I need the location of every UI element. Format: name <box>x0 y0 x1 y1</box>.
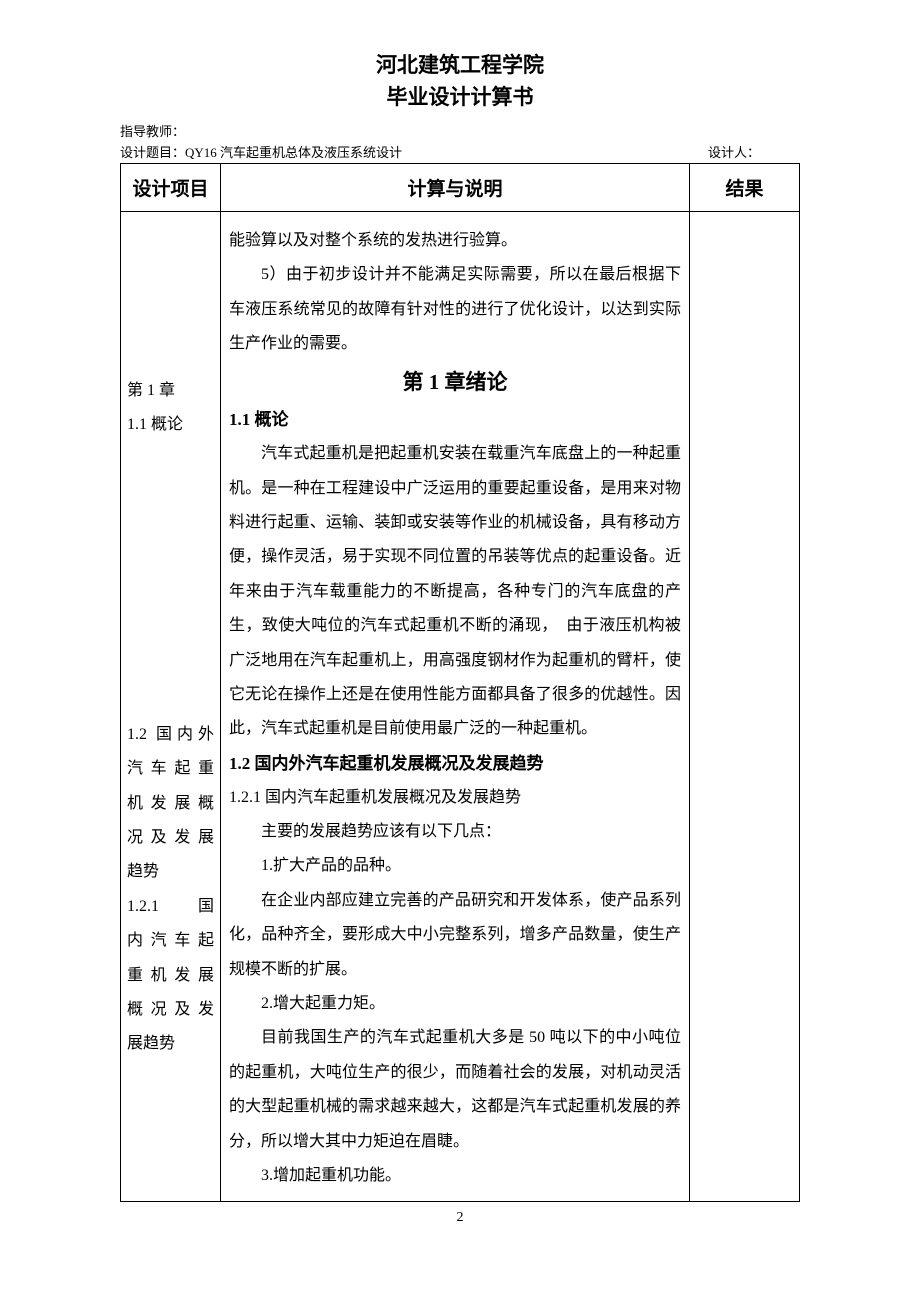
prev-para-2: 5）由于初步设计并不能满足实际需要，所以在最后根据下车液压系统常见的故障有针对性… <box>229 258 681 361</box>
designer-label: 设计人： <box>708 142 800 161</box>
calculation-cell: 能验算以及对整个系统的发热进行验算。 5）由于初步设计并不能满足实际需要，所以在… <box>221 212 690 1202</box>
left-sec121-d: 概况及发 <box>127 993 214 1027</box>
document-type: 毕业设计计算书 <box>120 82 800 114</box>
page-number: 2 <box>120 1210 800 1226</box>
design-items-cell: 第 1 章 1.1 概论 1.2 国内外 汽车起重 机发展概 况及发展 趋势 1… <box>121 212 221 1202</box>
col1-header: 设计项目 <box>121 164 221 212</box>
left-sec12-c: 机发展概 <box>127 787 214 821</box>
prev-para-1: 能验算以及对整个系统的发热进行验算。 <box>229 224 681 258</box>
advisor-label: 指导教师： <box>120 124 185 139</box>
left-sec12-e: 趋势 <box>127 855 214 889</box>
table-header-row: 设计项目 计算与说明 结果 <box>121 164 800 212</box>
left-sec12-d: 况及发展 <box>127 821 214 855</box>
topic-row: 设计题目：QY16 汽车起重机总体及液压系统设计 设计人： <box>120 142 800 161</box>
col2-header: 计算与说明 <box>221 164 690 212</box>
point-1-body: 在企业内部应建立完善的产品研究和开发体系，使产品系列化，品种齐全，要形成大中小完… <box>229 884 681 987</box>
left-sec121-e: 展趋势 <box>127 1027 214 1061</box>
left-sec12-b: 汽车起重 <box>127 752 214 786</box>
section-121-title: 1.2.1 国内汽车起重机发展概况及发展趋势 <box>229 781 681 815</box>
section-11-title: 1.1 概论 <box>229 403 681 437</box>
section-12-title: 1.2 国内外汽车起重机发展概况及发展趋势 <box>229 747 681 781</box>
point-1-title: 1.扩大产品的品种。 <box>229 849 681 883</box>
main-table: 设计项目 计算与说明 结果 第 1 章 1.1 概论 1.2 国内外 汽车起重 … <box>120 163 800 1202</box>
topic-value: QY16 汽车起重机总体及液压系统设计 <box>185 145 402 160</box>
table-body-row: 第 1 章 1.1 概论 1.2 国内外 汽车起重 机发展概 况及发展 趋势 1… <box>121 212 800 1202</box>
section-11-para: 汽车式起重机是把起重机安装在载重汽车底盘上的一种起重机。是一种在工程建设中广泛运… <box>229 437 681 747</box>
point-2-body: 目前我国生产的汽车式起重机大多是 50 吨以下的中小吨位的起重机，大吨位生产的很… <box>229 1021 681 1159</box>
topic-label: 设计题目： <box>120 145 185 160</box>
point-2-title: 2.增大起重力矩。 <box>229 987 681 1021</box>
col3-header: 结果 <box>690 164 800 212</box>
chapter-title: 第 1 章绪论 <box>229 366 681 400</box>
advisor-row: 指导教师： <box>120 121 800 140</box>
left-ch1: 第 1 章 <box>127 374 214 408</box>
left-sec121-b: 内汽车起 <box>127 924 214 958</box>
document-header: 河北建筑工程学院 毕业设计计算书 <box>120 50 800 113</box>
point-3-title: 3.增加起重机功能。 <box>229 1159 681 1193</box>
institution-name: 河北建筑工程学院 <box>120 50 800 82</box>
left-spacer <box>127 224 214 374</box>
topic-left: 设计题目：QY16 汽车起重机总体及液压系统设计 <box>120 142 708 161</box>
left-sec121-c: 重机发展 <box>127 959 214 993</box>
left-sec121-a: 1.2.1 国 <box>127 890 214 924</box>
result-cell <box>690 212 800 1202</box>
left-sec11: 1.1 概论 <box>127 408 214 442</box>
trend-intro: 主要的发展趋势应该有以下几点： <box>229 815 681 849</box>
left-sec12-a: 1.2 国内外 <box>127 718 214 752</box>
left-spacer-2 <box>127 443 214 718</box>
